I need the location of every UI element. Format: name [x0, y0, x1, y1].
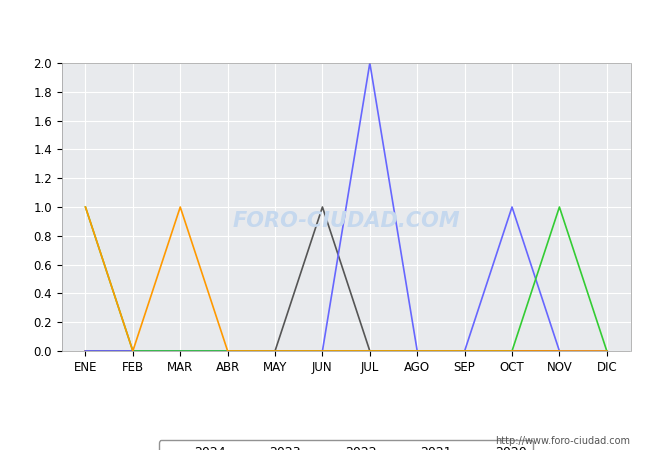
Text: http://www.foro-ciudad.com: http://www.foro-ciudad.com — [495, 436, 630, 446]
Legend: 2024, 2023, 2022, 2021, 2020: 2024, 2023, 2022, 2021, 2020 — [159, 440, 534, 450]
Text: FORO-CIUDAD.COM: FORO-CIUDAD.COM — [232, 212, 460, 231]
Text: Matriculaciones de Vehiculos en Las Rozas de Valdearroyo: Matriculaciones de Vehiculos en Las Roza… — [91, 14, 559, 29]
